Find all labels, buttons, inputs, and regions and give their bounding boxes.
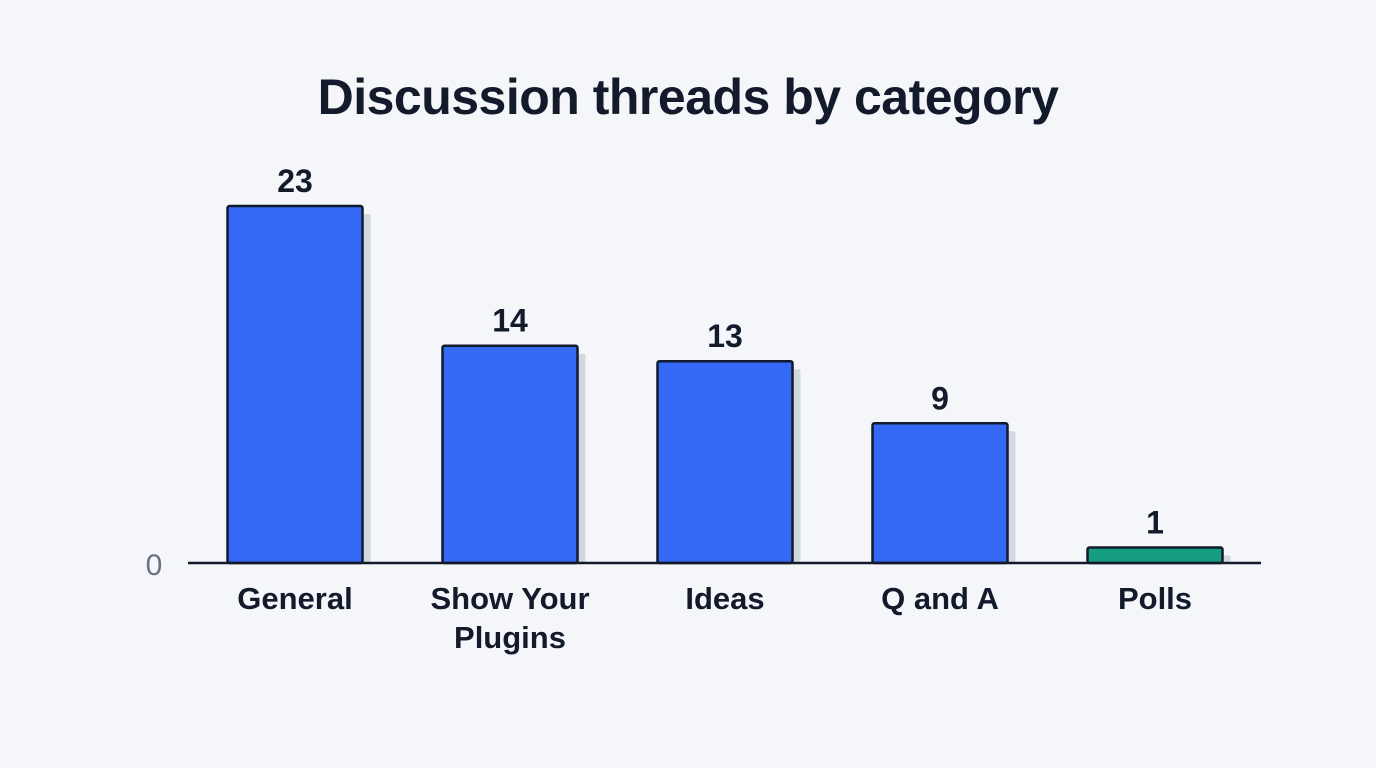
bar-polls [1086, 546, 1224, 565]
category-label-2: Ideas [685, 581, 764, 616]
chart-title: Discussion threads by category [317, 69, 1059, 125]
category-label-4: Polls [1118, 581, 1192, 616]
value-label-0: 23 [277, 163, 313, 199]
value-label-1: 14 [492, 303, 528, 339]
category-label-1: Show Your Plugins [430, 581, 589, 655]
category-label-0: General [237, 581, 352, 616]
category-label-3: Q and A [881, 581, 999, 616]
bar-q-and-a [871, 422, 1009, 565]
bar-general [226, 204, 364, 565]
bar-ideas [656, 359, 794, 565]
value-label-3: 9 [931, 380, 949, 416]
value-label-4: 1 [1146, 504, 1164, 540]
y-tick-label-0: 0 [146, 549, 163, 582]
value-label-2: 13 [707, 318, 743, 354]
bar-show-your-plugins [441, 344, 579, 565]
